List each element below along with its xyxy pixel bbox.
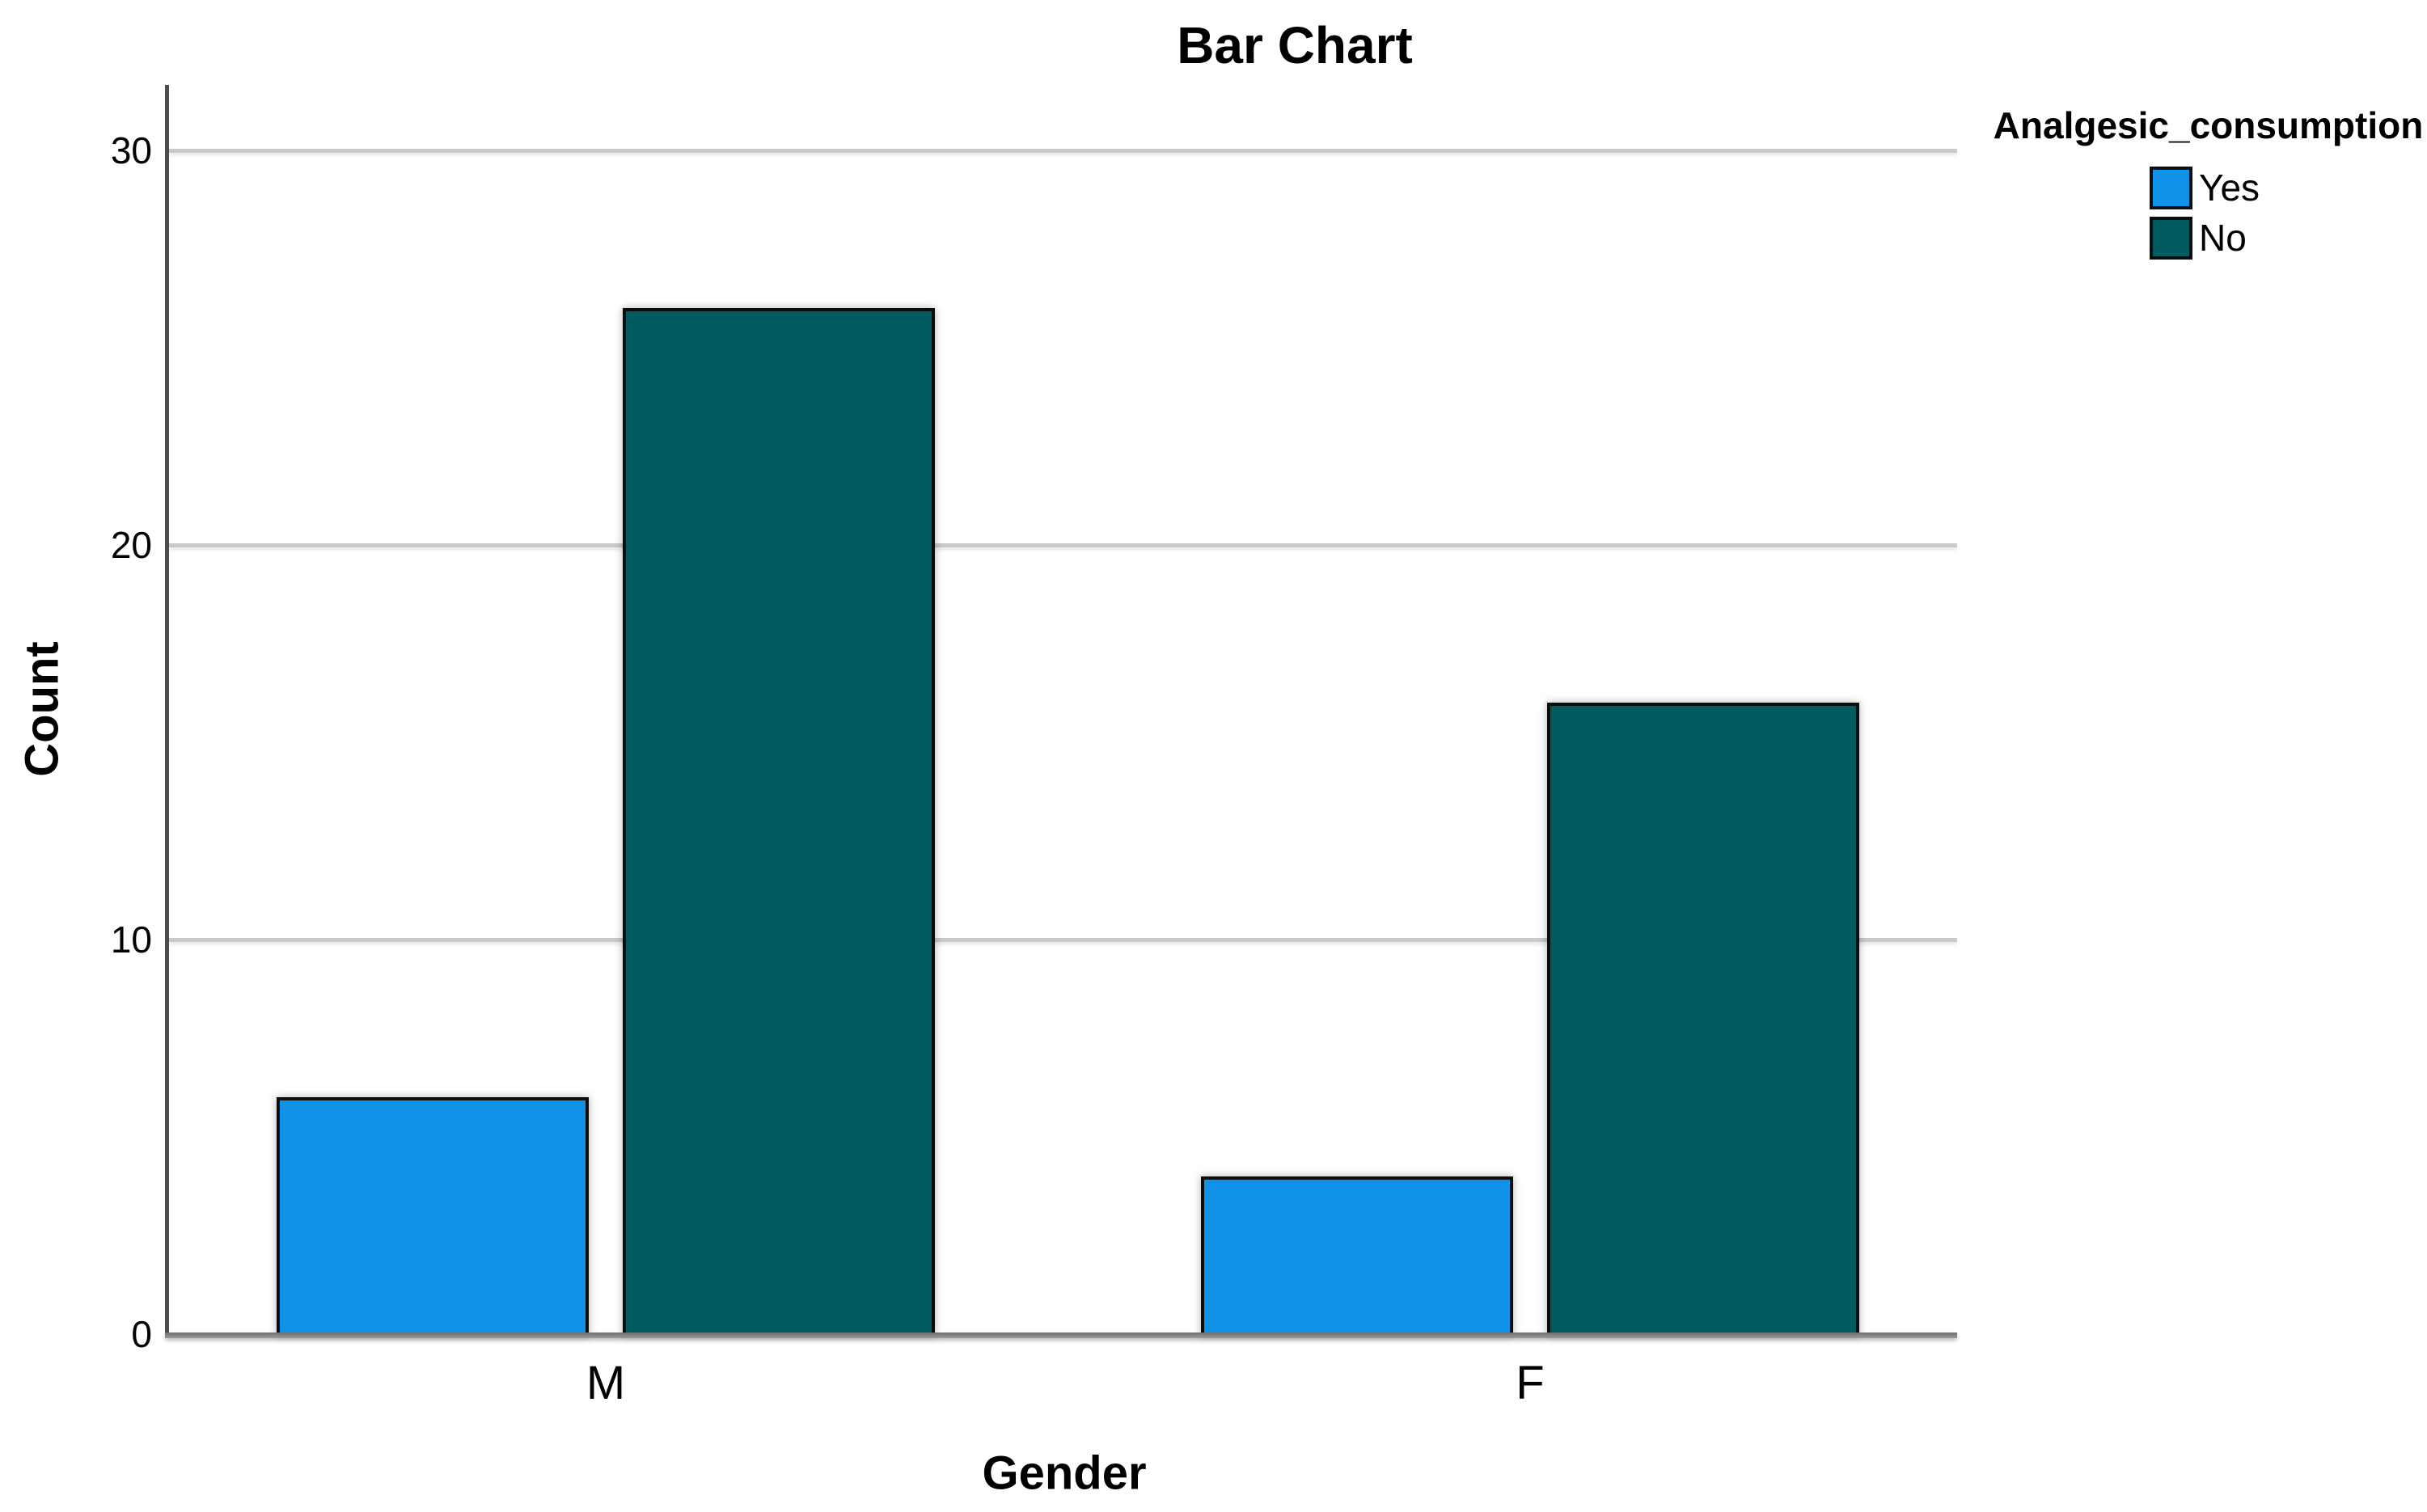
y-tick-10: 10 xyxy=(110,919,152,961)
y-tick-20: 20 xyxy=(110,524,152,566)
legend-item-no: No xyxy=(2150,217,2260,260)
bar-m-no xyxy=(623,308,935,1336)
x-tick-f: F xyxy=(1516,1357,1545,1409)
x-tick-m: M xyxy=(586,1357,626,1409)
x-axis-title: Gender xyxy=(982,1447,1147,1500)
legend-items: Yes No xyxy=(2150,167,2260,260)
bar-f-no xyxy=(1547,703,1859,1336)
legend-label-no: No xyxy=(2199,217,2247,259)
gridline-20 xyxy=(169,543,1957,547)
y-axis-title: Count xyxy=(15,641,69,777)
legend: Analgesic_consumption Yes No xyxy=(1989,103,2427,260)
bar-f-yes xyxy=(1201,1176,1513,1336)
bar-m-yes xyxy=(277,1097,589,1336)
gridline-10 xyxy=(169,938,1957,942)
gridline-30 xyxy=(169,149,1957,153)
x-axis-line xyxy=(165,1333,1957,1338)
legend-swatch-yes xyxy=(2150,167,2192,209)
legend-title: Analgesic_consumption xyxy=(1993,104,2424,146)
y-tick-30: 30 xyxy=(110,129,152,171)
legend-swatch-no xyxy=(2150,217,2192,260)
legend-label-yes: Yes xyxy=(2199,167,2260,209)
chart-title: Bar Chart xyxy=(1177,16,1413,74)
legend-item-yes: Yes xyxy=(2150,167,2260,209)
y-axis-line xyxy=(165,85,169,1337)
y-tick-0: 0 xyxy=(131,1313,152,1355)
